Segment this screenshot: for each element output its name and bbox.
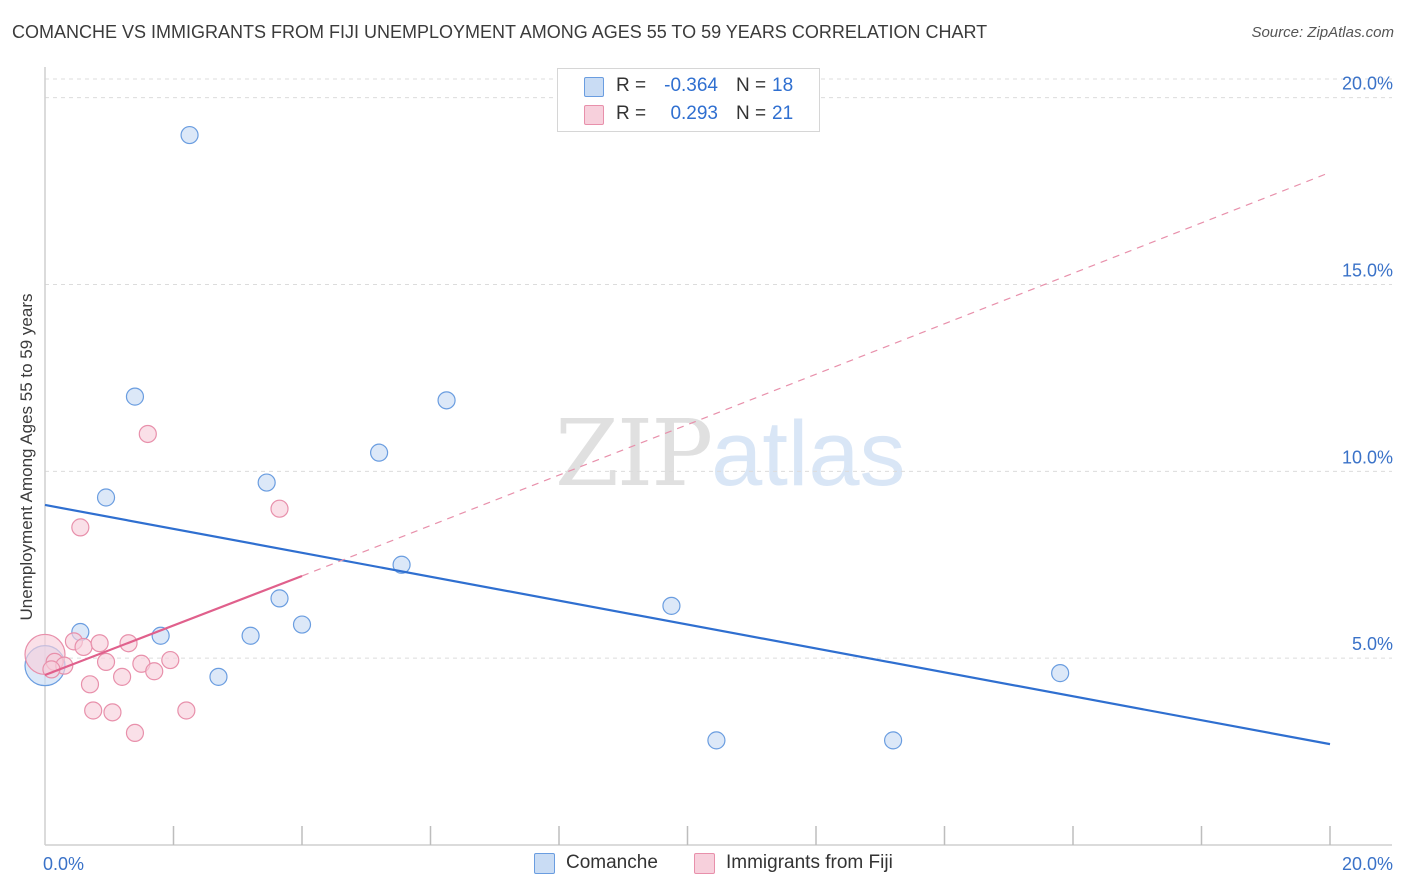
- comanche-legend-label: Comanche: [566, 852, 658, 873]
- fiji-trend-line: [44, 574, 303, 677]
- fiji-point-17: [161, 650, 180, 670]
- fiji-point-6: [80, 675, 100, 694]
- comanche-point-16: [883, 731, 903, 750]
- fiji-point-19: [270, 499, 289, 518]
- comanche-point-17: [1051, 664, 1070, 683]
- comanche-point-15: [707, 731, 726, 750]
- fiji-point-9: [96, 652, 116, 672]
- comanche-r-label: R =: [616, 75, 647, 96]
- source-label: Source: ZipAtlas.com: [1251, 24, 1394, 41]
- comanche-point-10: [292, 615, 312, 634]
- y-axis-label: Unemployment Among Ages 55 to 59 years: [17, 293, 36, 621]
- fiji-point-5: [74, 637, 93, 657]
- fiji-point-18: [177, 701, 196, 720]
- fiji-point-13: [125, 723, 145, 743]
- y-tick-label-3: 20.0%: [1342, 74, 1393, 94]
- y-tick-label-2: 15.0%: [1342, 261, 1393, 281]
- y-tick-label-0: 5.0%: [1352, 634, 1393, 654]
- x-tick-label-0: 0.0%: [43, 854, 84, 874]
- fiji-n-label: N =: [736, 103, 767, 124]
- comanche-swatch: [584, 77, 604, 97]
- watermark: ZIPatlas: [555, 400, 906, 507]
- comanche-r-value: -0.364: [664, 75, 718, 96]
- fiji-point-11: [112, 667, 132, 686]
- fiji-r-value: 0.293: [670, 103, 718, 124]
- fiji-legend-swatch: [694, 853, 715, 874]
- y-tick-label-1: 10.0%: [1342, 447, 1393, 467]
- comanche-point-8: [257, 473, 276, 492]
- fiji-trend-line-dashed: [301, 171, 1331, 577]
- stats-legend: R = -0.364 N = 18 R = 0.293 N = 21: [557, 68, 820, 132]
- comanche-point-7: [241, 626, 260, 645]
- fiji-point-16: [145, 662, 164, 681]
- fiji-point-7: [84, 701, 103, 720]
- comanche-point-3: [125, 387, 145, 406]
- fiji-point-4: [71, 518, 90, 537]
- comanche-n-label: N =: [736, 75, 767, 96]
- comanche-point-11: [370, 443, 389, 462]
- comanche-n-value: 18: [772, 75, 794, 96]
- fiji-swatch: [584, 105, 604, 125]
- fiji-point-8: [90, 634, 109, 653]
- chart-title: COMANCHE VS IMMIGRANTS FROM FIJI UNEMPLO…: [12, 22, 988, 42]
- comanche-point-6: [209, 667, 228, 686]
- fiji-r-label: R =: [616, 103, 647, 124]
- comanche-point-14: [662, 596, 681, 615]
- comanche-legend-swatch: [534, 853, 555, 874]
- comanche-trend-line: [44, 503, 1331, 746]
- fiji-n-value: 21: [772, 103, 794, 124]
- watermark-atlas: atlas: [711, 403, 906, 505]
- fiji-legend-label: Immigrants from Fiji: [726, 852, 893, 873]
- comanche-point-9: [270, 589, 289, 608]
- fiji-point-10: [103, 703, 122, 722]
- watermark-zip: ZIP: [555, 400, 713, 507]
- comanche-point-2: [96, 488, 116, 507]
- comanche-point-12: [392, 555, 411, 574]
- fiji-point-15: [138, 424, 157, 444]
- comanche-point-5: [180, 125, 199, 145]
- x-tick-label-1: 20.0%: [1342, 854, 1393, 874]
- comanche-point-13: [437, 391, 456, 410]
